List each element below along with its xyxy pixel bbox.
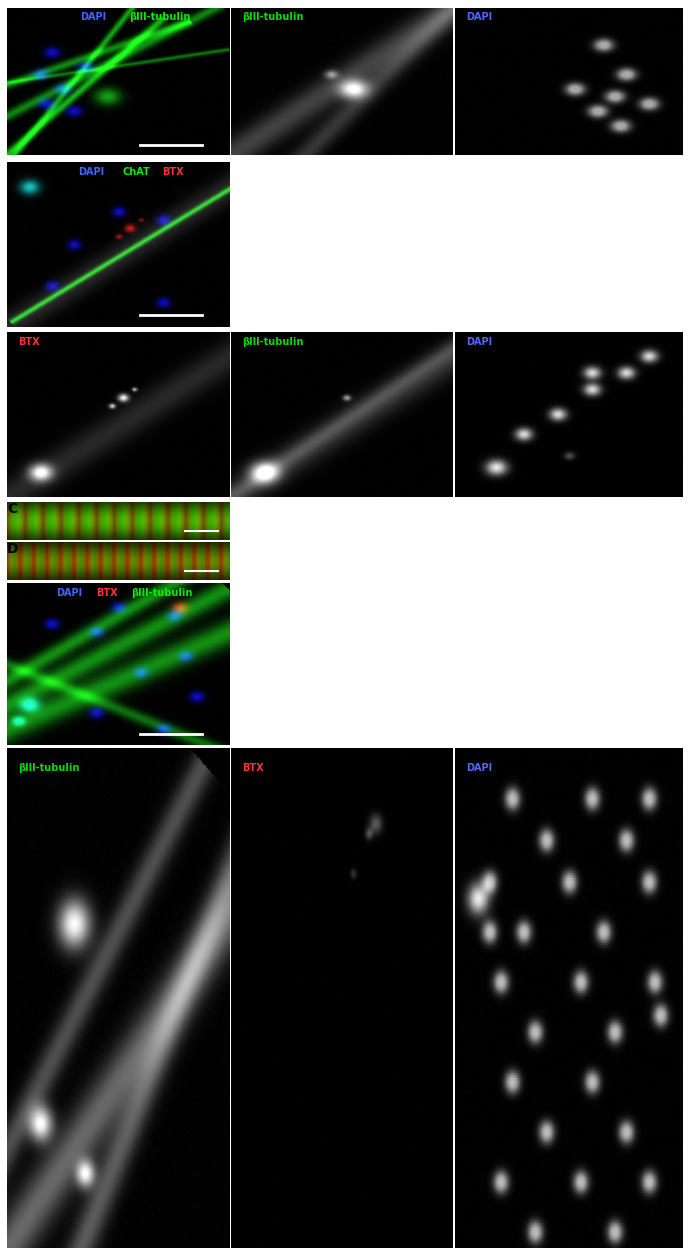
Text: βIII-tubulin: βIII-tubulin bbox=[242, 13, 303, 23]
Text: DAPI: DAPI bbox=[466, 13, 493, 23]
Text: BTX: BTX bbox=[18, 337, 40, 347]
Text: D: D bbox=[7, 543, 19, 556]
Text: BTX: BTX bbox=[242, 763, 264, 773]
Text: βIII-tubulin: βIII-tubulin bbox=[242, 337, 303, 347]
Text: B: B bbox=[7, 162, 18, 175]
Text: ChAT: ChAT bbox=[122, 167, 150, 177]
Text: DAPI: DAPI bbox=[56, 588, 82, 598]
Text: C: C bbox=[7, 502, 17, 516]
Text: A: A bbox=[7, 8, 18, 23]
Text: DAPI: DAPI bbox=[78, 167, 104, 177]
Text: E: E bbox=[7, 583, 17, 596]
Text: βIII-tubulin: βIII-tubulin bbox=[129, 13, 191, 23]
Text: BTX: BTX bbox=[96, 588, 118, 598]
Text: βIII-tubulin: βIII-tubulin bbox=[131, 588, 193, 598]
Text: DAPI: DAPI bbox=[466, 763, 493, 773]
Text: DAPI: DAPI bbox=[80, 13, 107, 23]
Text: βIII-tubulin: βIII-tubulin bbox=[18, 763, 80, 773]
Text: BTX: BTX bbox=[162, 167, 184, 177]
Text: DAPI: DAPI bbox=[466, 337, 493, 347]
